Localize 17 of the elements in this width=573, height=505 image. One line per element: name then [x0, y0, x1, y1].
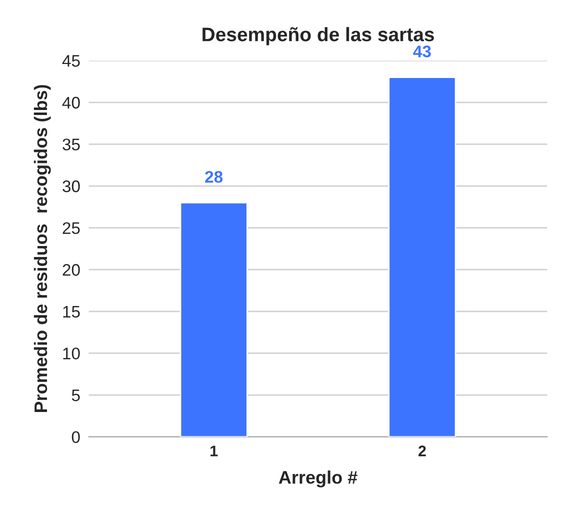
y-tick-label: 20 [62, 264, 80, 276]
y-tick-label: 5 [72, 390, 80, 402]
y-tick-label: 10 [63, 348, 80, 360]
y-axis-title: Promedio de residuos recogidos (lbs) [34, 85, 51, 412]
x-axis-title: Arreglo # [278, 470, 358, 488]
y-tick-label: 30 [62, 180, 80, 192]
x-tick-label: 2 [418, 446, 426, 456]
data-label: 28 [205, 170, 223, 183]
y-tick-label: 0 [72, 431, 80, 444]
chart-title: Desempeño de las sartas [202, 27, 434, 46]
y-tick-label: 40 [62, 96, 80, 109]
data-label: 43 [413, 46, 431, 58]
y-tick-label: 25 [62, 222, 80, 234]
y-tick-label: 45 [62, 55, 80, 67]
y-tick-label: 35 [62, 138, 80, 150]
y-tick-label: 15 [63, 306, 80, 318]
x-tick-label: 1 [210, 446, 218, 456]
